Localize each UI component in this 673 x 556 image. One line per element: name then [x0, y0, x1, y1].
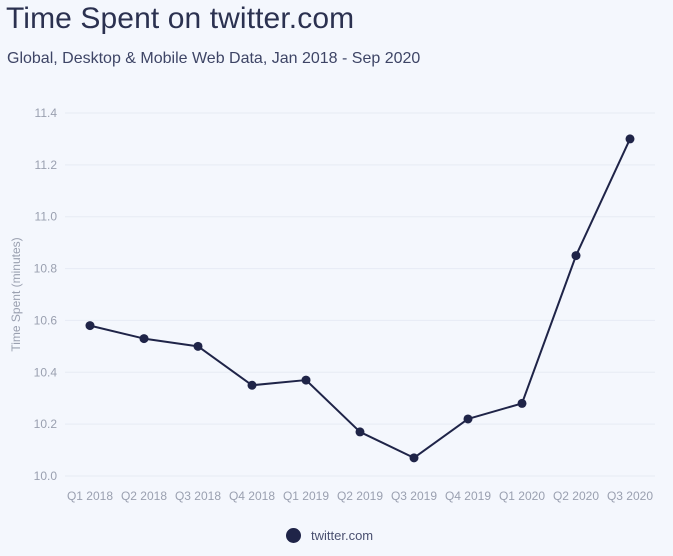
series-line [89, 138, 631, 459]
x-tick-label: Q1 2020 [499, 489, 545, 503]
x-tick-label: Q2 2019 [337, 489, 383, 503]
data-point [139, 334, 149, 344]
x-tick-label: Q2 2018 [121, 489, 167, 503]
data-point [355, 427, 365, 437]
chart-title: Time Spent on twitter.com [6, 2, 355, 35]
x-tick-label: Q4 2018 [229, 489, 275, 503]
data-point [85, 321, 95, 331]
data-point [301, 375, 311, 385]
x-tick-label: Q4 2019 [445, 489, 491, 503]
y-tick-label: 10.6 [34, 313, 58, 327]
y-tick-label: 11.2 [35, 158, 58, 172]
x-tick-label: Q2 2020 [553, 489, 599, 503]
y-axis-label: Time Spent (minutes) [9, 237, 23, 351]
y-tick-label: 10.0 [34, 469, 58, 483]
x-tick-label: Q1 2018 [67, 489, 113, 503]
y-tick-label: 11.4 [35, 106, 58, 120]
y-tick-label: 11.0 [35, 210, 58, 224]
x-tick-label: Q3 2019 [391, 489, 437, 503]
data-point [517, 398, 527, 408]
line-chart: 10.0 10.2 10.4 10.6 10.8 11.0 11.2 11.4 Q1 2018 Q… [9, 106, 655, 503]
data-point [193, 341, 203, 351]
x-tick-label: Q3 2018 [175, 489, 221, 503]
y-tick-label: 10.8 [34, 262, 58, 276]
data-point [247, 380, 257, 390]
y-tick-label: 10.4 [34, 365, 58, 379]
legend[interactable]: twitter.com [286, 528, 373, 543]
legend-swatch-twitter [286, 528, 301, 543]
data-point [463, 414, 473, 424]
x-tick-label: Q1 2019 [283, 489, 329, 503]
data-point [625, 134, 635, 144]
x-tick-label: Q3 2020 [607, 489, 653, 503]
data-point [571, 251, 581, 261]
chart-subtitle: Global, Desktop & Mobile Web Data, Jan 2… [7, 50, 421, 67]
data-point [409, 453, 419, 463]
legend-label-twitter: twitter.com [311, 528, 374, 543]
y-tick-label: 10.2 [34, 417, 58, 431]
